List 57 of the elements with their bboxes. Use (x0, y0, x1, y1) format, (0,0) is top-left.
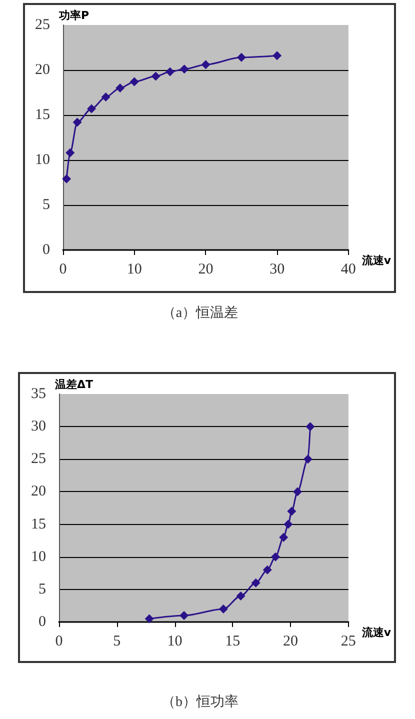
point (236, 591, 246, 600)
point (87, 104, 96, 114)
y-tick-label: 0 (38, 614, 46, 630)
y-tick-label: 20 (31, 484, 46, 500)
point (218, 604, 228, 614)
y-axis-title: 功率P (58, 9, 90, 22)
x-tick-label: 30 (270, 262, 285, 278)
point (272, 51, 282, 60)
x-tick-label: 0 (59, 262, 67, 278)
point (279, 532, 288, 542)
point (72, 118, 82, 127)
y-tick-label: 10 (31, 548, 46, 565)
point (287, 506, 296, 516)
y-tick-label: 5 (38, 581, 46, 598)
x-tick-label: 10 (126, 262, 142, 278)
y-tick-label: 20 (35, 62, 50, 78)
point (262, 565, 272, 574)
point (270, 552, 280, 562)
y-tick-label: 25 (31, 451, 46, 468)
x-axis-title: 流速v (360, 626, 392, 639)
point (292, 487, 302, 496)
y-tick-label: 30 (31, 418, 46, 435)
point (130, 77, 139, 86)
x-tick-label: 20 (198, 262, 214, 278)
x-tick-label: 25 (340, 634, 356, 650)
y-tick-label: 15 (31, 516, 46, 532)
point (116, 84, 125, 92)
y-tick-label: 15 (35, 107, 50, 123)
point (166, 67, 175, 76)
point (66, 148, 75, 158)
point (236, 52, 246, 62)
point (62, 174, 72, 184)
point (303, 454, 312, 464)
x-tick-label: 40 (340, 262, 356, 278)
x-tick-label: 15 (225, 634, 240, 650)
y-tick-label: 25 (35, 17, 50, 33)
x-tick-label: 20 (283, 634, 298, 650)
point (151, 72, 160, 81)
x-tick-label: 10 (167, 634, 182, 650)
point (144, 614, 154, 624)
text: （b）恒功率 (160, 694, 240, 712)
text: （a）恒温差 (160, 305, 240, 323)
y-axis-title: 温差ΔT (54, 378, 94, 391)
y-tick-label: 5 (42, 197, 50, 213)
point (180, 64, 189, 74)
point (201, 60, 210, 70)
y-tick-label: 10 (35, 152, 50, 168)
x-tick-label: 5 (113, 634, 121, 650)
point (180, 610, 189, 620)
x-tick-label: 0 (55, 634, 63, 650)
x-axis-title: 流速v (360, 254, 392, 267)
point (284, 520, 293, 529)
y-tick-label: 35 (31, 386, 46, 402)
point (306, 422, 315, 432)
y-tick-label: 0 (42, 242, 50, 258)
point (101, 92, 110, 102)
point (251, 578, 260, 588)
